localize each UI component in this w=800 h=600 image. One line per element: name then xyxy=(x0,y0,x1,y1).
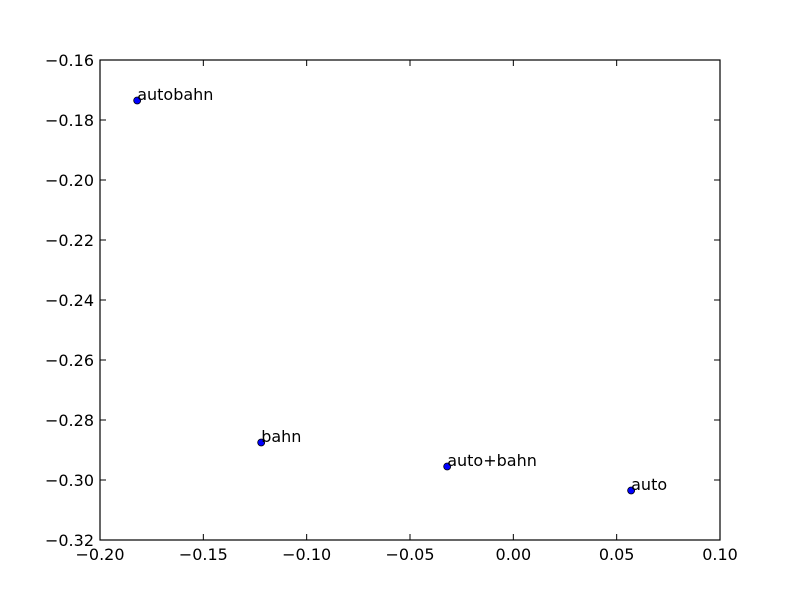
data-point-label: autobahn xyxy=(137,85,213,104)
data-point-label: auto xyxy=(631,475,667,494)
y-tick-label: −0.26 xyxy=(45,351,94,370)
y-tick-label: −0.30 xyxy=(45,471,94,490)
data-point xyxy=(443,462,452,471)
y-tick-label: −0.28 xyxy=(45,411,94,430)
x-tick-label: 0.05 xyxy=(599,545,635,564)
data-point-label: auto+bahn xyxy=(447,451,537,470)
data-point xyxy=(257,438,266,447)
data-point-labels: autobahn bahn auto+bahn auto xyxy=(137,85,667,494)
x-tick-label: −0.20 xyxy=(75,545,124,564)
y-tick-labels: −0.32 −0.30 −0.28 −0.26 −0.24 −0.22 −0.20 −0.18… xyxy=(45,51,94,550)
x-tick-label: −0.10 xyxy=(282,545,331,564)
data-point-label: bahn xyxy=(261,427,301,446)
x-tick-label: −0.05 xyxy=(385,545,434,564)
y-tick-label: −0.32 xyxy=(45,531,94,550)
x-tick-labels: −0.20 −0.15 −0.10 −0.05 0.00 0.05 0.10 xyxy=(75,545,737,564)
y-tick-label: −0.20 xyxy=(45,171,94,190)
data-point xyxy=(133,96,142,105)
y-tick-label: −0.18 xyxy=(45,111,94,130)
y-tick-label: −0.16 xyxy=(45,51,94,70)
plot-frame xyxy=(99,59,721,541)
y-tick-label: −0.24 xyxy=(45,291,94,310)
data-points xyxy=(133,96,636,495)
plot-area xyxy=(100,60,720,540)
data-point xyxy=(627,486,636,495)
x-tick-label: 0.00 xyxy=(496,545,532,564)
x-tick-label: 0.10 xyxy=(702,545,738,564)
y-tick-label: −0.22 xyxy=(45,231,94,250)
x-tick-label: −0.15 xyxy=(179,545,228,564)
